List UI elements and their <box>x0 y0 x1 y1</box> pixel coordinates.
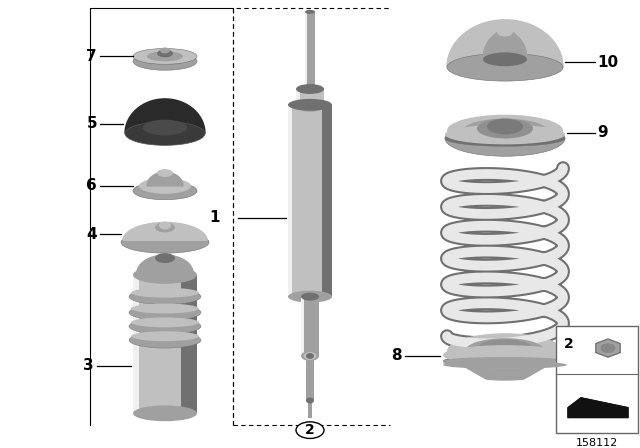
Text: 4: 4 <box>86 227 97 242</box>
Ellipse shape <box>305 10 315 14</box>
Ellipse shape <box>306 353 314 359</box>
Ellipse shape <box>288 291 332 302</box>
Polygon shape <box>447 20 563 67</box>
Bar <box>296 89 324 107</box>
Ellipse shape <box>133 48 197 64</box>
Ellipse shape <box>125 121 205 145</box>
Ellipse shape <box>443 359 567 367</box>
Ellipse shape <box>133 52 197 70</box>
Ellipse shape <box>129 305 201 320</box>
Text: 7: 7 <box>86 49 97 64</box>
Ellipse shape <box>483 52 527 66</box>
Bar <box>301 297 319 356</box>
Ellipse shape <box>443 361 567 369</box>
Polygon shape <box>596 339 620 357</box>
Text: 5: 5 <box>86 116 97 131</box>
Bar <box>306 356 314 401</box>
Ellipse shape <box>139 178 191 194</box>
Ellipse shape <box>465 338 545 364</box>
Ellipse shape <box>447 53 563 81</box>
Ellipse shape <box>133 266 197 284</box>
Ellipse shape <box>304 352 316 360</box>
Ellipse shape <box>447 333 563 369</box>
Ellipse shape <box>600 343 616 353</box>
Bar <box>556 326 638 433</box>
Ellipse shape <box>447 115 563 146</box>
Ellipse shape <box>157 49 173 57</box>
Bar <box>305 12 307 89</box>
Polygon shape <box>123 223 207 240</box>
Ellipse shape <box>147 52 183 61</box>
Ellipse shape <box>121 231 209 253</box>
Ellipse shape <box>477 119 533 138</box>
Ellipse shape <box>129 332 201 348</box>
Bar <box>296 89 300 107</box>
Bar <box>308 401 312 418</box>
Ellipse shape <box>131 288 199 297</box>
Ellipse shape <box>296 84 324 94</box>
Bar <box>305 12 315 89</box>
Text: 6: 6 <box>86 178 97 194</box>
Polygon shape <box>125 99 205 134</box>
Ellipse shape <box>133 182 197 200</box>
Ellipse shape <box>443 345 567 365</box>
Ellipse shape <box>443 355 567 367</box>
Bar <box>322 105 332 297</box>
Ellipse shape <box>445 121 565 156</box>
Ellipse shape <box>159 221 171 229</box>
Text: 3: 3 <box>83 358 94 373</box>
Ellipse shape <box>129 289 201 305</box>
Ellipse shape <box>497 27 513 37</box>
Ellipse shape <box>306 397 314 404</box>
Text: 2: 2 <box>305 423 315 437</box>
Ellipse shape <box>477 339 533 359</box>
Text: 9: 9 <box>597 125 607 140</box>
Polygon shape <box>483 32 527 59</box>
Ellipse shape <box>160 47 170 53</box>
Ellipse shape <box>296 422 324 439</box>
Polygon shape <box>443 356 567 386</box>
Text: 158112: 158112 <box>576 438 618 448</box>
Ellipse shape <box>157 169 173 177</box>
Ellipse shape <box>288 99 332 111</box>
Text: 1: 1 <box>209 210 220 225</box>
Ellipse shape <box>133 405 197 421</box>
Ellipse shape <box>487 119 523 134</box>
Ellipse shape <box>301 293 319 301</box>
Ellipse shape <box>155 223 175 233</box>
Text: 2: 2 <box>564 337 573 351</box>
Ellipse shape <box>301 351 319 361</box>
Bar <box>133 275 139 414</box>
Ellipse shape <box>443 341 567 381</box>
Polygon shape <box>147 172 183 186</box>
Ellipse shape <box>443 357 567 365</box>
Ellipse shape <box>143 120 187 135</box>
Ellipse shape <box>155 253 175 263</box>
Ellipse shape <box>445 130 565 146</box>
Polygon shape <box>568 398 628 418</box>
Bar <box>288 105 292 297</box>
Ellipse shape <box>493 30 517 46</box>
Bar <box>288 105 332 297</box>
Polygon shape <box>137 255 193 273</box>
Text: 8: 8 <box>392 349 402 363</box>
Ellipse shape <box>131 331 199 341</box>
Bar <box>301 297 304 356</box>
Bar <box>133 275 197 414</box>
Bar <box>181 275 197 414</box>
Ellipse shape <box>463 119 547 142</box>
Ellipse shape <box>296 102 324 112</box>
Text: 10: 10 <box>597 55 618 70</box>
Ellipse shape <box>131 318 199 327</box>
Ellipse shape <box>129 319 201 334</box>
Ellipse shape <box>445 125 565 144</box>
Ellipse shape <box>131 304 199 314</box>
